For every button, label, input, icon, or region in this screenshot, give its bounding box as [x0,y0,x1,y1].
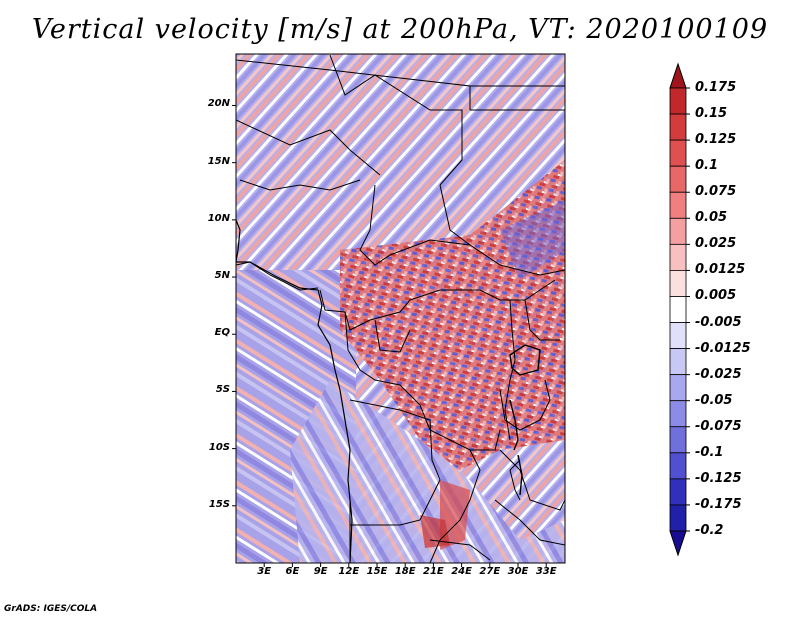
country-borders [236,54,565,563]
map-title: Vertical velocity [m/s] at 200hPa, VT: 2… [31,14,769,45]
colorbar-label: 0.15 [695,106,728,122]
lon-label: 30E [507,566,529,577]
lon-label: 12E [338,566,360,577]
lat-label: 10N [207,212,230,224]
colorbar-swatch [669,322,687,349]
colorbar-swatch [669,165,687,193]
colorbar-swatch [669,270,687,297]
colorbar-label: 0.0125 [695,262,746,278]
colorbar-label: -0.0125 [695,340,751,356]
colorbar-min-arrow [669,530,687,557]
colorbar-label: -0.005 [695,314,742,330]
colorbar-swatch [669,478,687,506]
colorbar-swatch [669,113,687,141]
grads-credit: GrADS: IGES/COLA [4,604,98,614]
lon-label: 3E [257,566,272,577]
colorbar-label: -0.1 [695,444,724,460]
colorbar-swatch [669,191,687,219]
colorbar-swatch [669,452,687,480]
lon-label: 18E [394,566,416,577]
colorbar-label: -0.025 [695,366,742,382]
colorbar-label: -0.175 [695,496,742,512]
latitude-ticks [232,104,236,507]
colorbar-label: 0.1 [695,158,719,174]
colorbar-swatch [669,400,687,428]
lon-label: 9E [313,566,328,577]
colorbar-label: -0.125 [695,470,742,486]
lat-label: 5N [214,270,230,282]
colorbar-label: 0.05 [695,210,728,226]
lon-label: 6E [285,566,300,577]
lat-label: 15S [208,498,230,510]
colorbar-swatch [669,296,687,323]
longitude-ticks [263,563,547,567]
colorbar-label: -0.05 [695,392,733,408]
colorbar-label: 0.025 [695,236,737,252]
colorbar-label: 0.005 [695,288,737,304]
lon-label: 33E [535,566,557,577]
lon-label: 15E [366,566,388,577]
map-frame [235,53,566,564]
colorbar-swatch [669,217,687,245]
lon-label: 27E [479,566,501,577]
lat-label: 10S [208,441,230,453]
lat-label: 5S [215,384,230,396]
lon-label: 24E [451,566,472,577]
colorbar-max-arrow [669,62,687,89]
colorbar-swatch [669,504,687,532]
vertical-velocity-field [236,54,565,563]
colorbar-label: -0.2 [695,523,724,538]
colorbar-swatch [669,87,687,115]
colorbar-label: 0.125 [695,132,737,148]
colorbar-swatch [669,426,687,454]
colorbar-swatch [669,348,687,376]
colorbar-label: -0.075 [695,418,742,434]
colorbar-swatch [669,139,687,167]
lake-outlines [509,344,541,496]
colorbar-swatch [669,374,687,402]
colorbar-label: 0.075 [695,184,737,200]
colorbar [669,62,690,557]
lat-label: EQ [214,327,230,339]
colorbar-swatch [669,243,687,271]
lat-label: 15N [207,155,230,167]
colorbar-label: 0.175 [695,80,737,95]
coastline [236,219,353,563]
lon-label: 21E [423,566,444,577]
lat-label: 20N [207,98,230,110]
